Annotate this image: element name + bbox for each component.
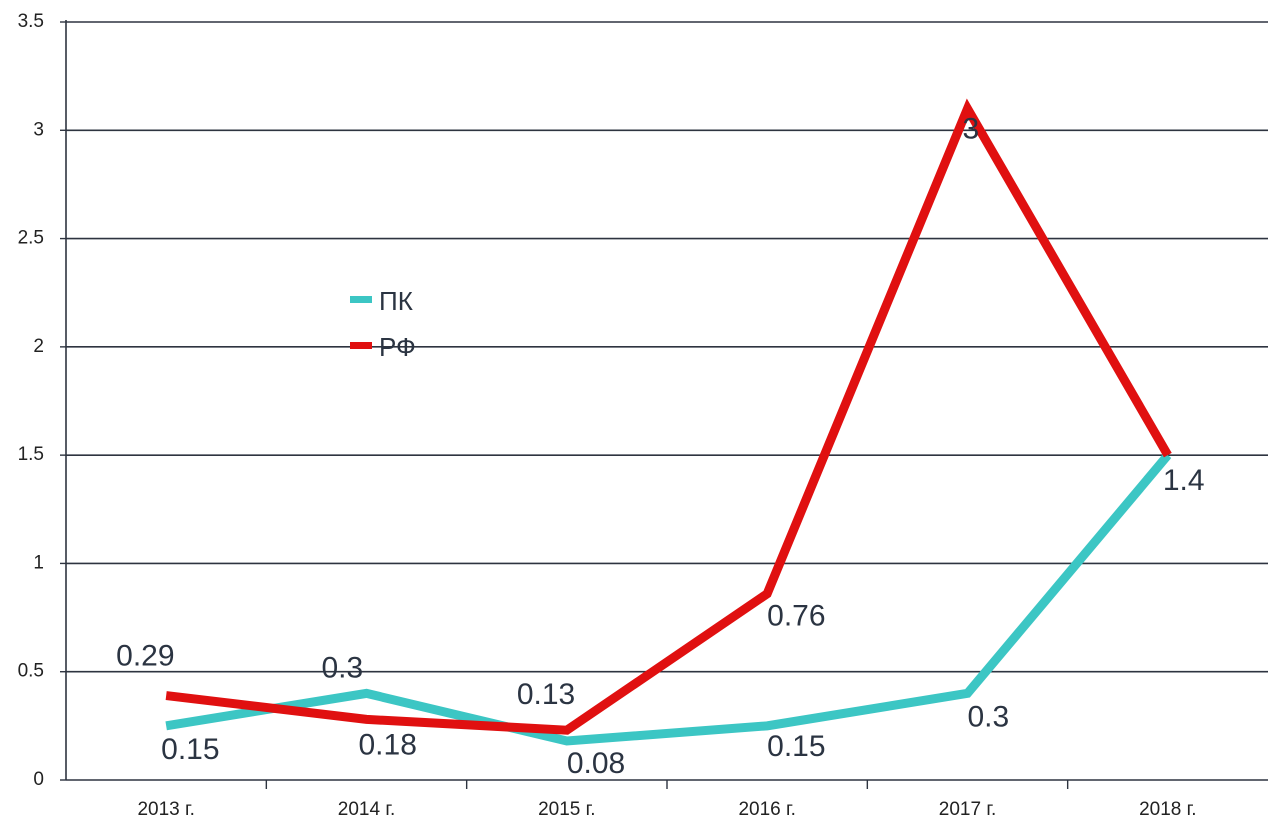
data-point xyxy=(766,725,768,727)
data-point xyxy=(967,108,969,110)
x-tick-label: 2015 г. xyxy=(538,799,595,820)
data-label-rf: 0.13 xyxy=(517,678,575,711)
legend: ПК РФ xyxy=(350,286,416,362)
x-tick-label: 2018 г. xyxy=(1139,799,1196,820)
data-point xyxy=(366,718,368,720)
x-tick-label: 2017 г. xyxy=(939,799,996,820)
series-lines xyxy=(165,98,1172,746)
data-point xyxy=(1167,454,1169,456)
y-tick-label: 1 xyxy=(33,552,44,573)
data-labels: 0.15 0.3 0.08 0.15 0.3 1.4 0.29 0.18 0.13 0.76 3 xyxy=(116,113,1204,780)
y-tick-label: 2.5 xyxy=(18,228,44,249)
data-label-pk: 0.3 xyxy=(968,700,1010,733)
data-label-rf: 0.29 xyxy=(116,640,174,673)
y-tick-label: 1.5 xyxy=(18,444,44,465)
x-tick-label: 2016 г. xyxy=(738,799,795,820)
y-tick-label: 3 xyxy=(33,119,44,140)
data-label-rf: 3 xyxy=(963,113,980,146)
data-point xyxy=(566,740,568,742)
y-tick-label: 0.5 xyxy=(18,661,44,682)
y-axis-ticks: 0 0.5 1 1.5 2 2.5 3 3.5 xyxy=(18,11,66,790)
series-line-pk xyxy=(165,452,1172,746)
legend-swatch-pk xyxy=(350,296,372,303)
legend-label-rf: РФ xyxy=(379,332,416,362)
data-label-pk: 0.08 xyxy=(567,747,625,780)
data-label-rf: 0.76 xyxy=(767,600,825,633)
y-tick-label: 2 xyxy=(33,336,44,357)
series-line-rf xyxy=(165,98,1172,735)
grid-lines xyxy=(66,21,1268,673)
y-tick-label: 0 xyxy=(33,769,44,790)
data-point xyxy=(165,695,167,697)
data-label-pk: 0.3 xyxy=(322,651,364,684)
y-tick-label: 3.5 xyxy=(18,11,44,32)
data-label-pk: 1.4 xyxy=(1163,464,1205,497)
data-label-pk: 0.15 xyxy=(161,733,219,766)
x-tick-label: 2014 г. xyxy=(338,799,395,820)
data-point xyxy=(366,692,368,694)
data-point xyxy=(967,692,969,694)
x-tick-label: 2013 г. xyxy=(137,799,194,820)
data-point xyxy=(165,725,167,727)
legend-swatch-rf xyxy=(350,342,372,349)
data-point xyxy=(566,729,568,731)
data-label-rf: 0.18 xyxy=(359,728,417,761)
x-axis-ticks: 2013 г. 2014 г. 2015 г. 2016 г. 2017 г. 2018 … xyxy=(137,780,1197,820)
legend-label-pk: ПК xyxy=(379,286,413,316)
data-label-pk: 0.15 xyxy=(767,730,825,763)
data-point xyxy=(766,593,768,595)
